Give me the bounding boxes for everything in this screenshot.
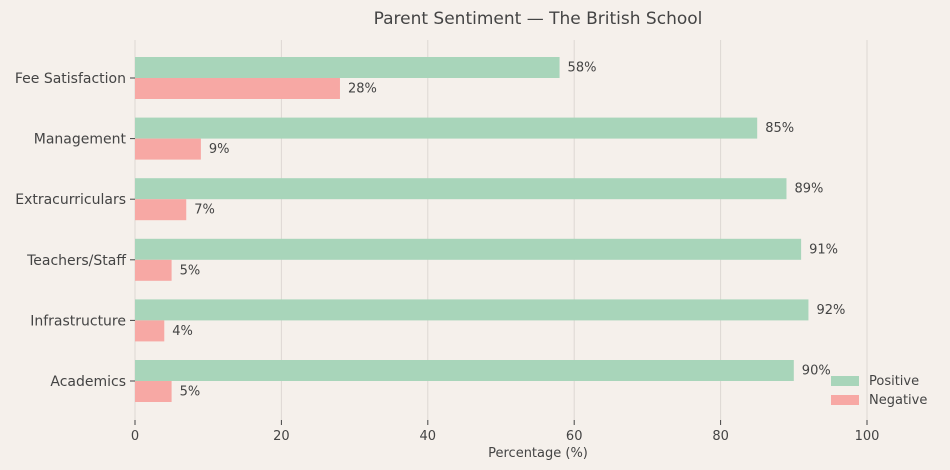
bar-negative [135,138,201,160]
legend-swatch [831,395,859,405]
legend-swatch [831,376,859,386]
x-tick-label: 60 [566,429,583,444]
data-label: 90% [802,364,831,379]
y-tick-label: Fee Satisfaction [15,71,126,87]
legend-label: Positive [869,374,919,389]
data-label: 58% [568,61,597,76]
x-axis-label: Percentage (%) [488,446,588,461]
bar-negative [135,199,187,221]
x-tick-label: 80 [712,429,729,444]
bar-positive [135,299,809,321]
data-label: 5% [180,263,201,278]
data-label: 91% [809,242,838,257]
x-tick-label: 20 [273,429,290,444]
y-tick-label: Teachers/Staff [26,253,126,269]
bar-negative [135,320,165,342]
chart-title: Parent Sentiment — The British School [374,9,703,29]
bar-negative [135,78,340,99]
bar-positive [135,178,787,200]
x-tick-label: 0 [131,429,139,444]
y-tick-label: Academics [50,374,126,390]
y-tick-label: Extracurriculars [15,192,126,208]
bar-negative [135,381,172,402]
legend-label: Negative [869,393,927,408]
bar-positive [135,57,560,78]
legend: Positive Negative [831,374,927,408]
data-label: 92% [816,303,845,318]
data-label: 4% [172,324,193,339]
data-label: 85% [765,121,794,136]
data-label: 7% [194,203,215,218]
bar-negative [135,259,172,281]
x-tick-label: 100 [855,429,880,444]
bar-positive [135,238,802,260]
data-label: 5% [180,385,201,400]
bar-positive [135,360,794,381]
data-label: 28% [348,82,377,97]
x-tick-label: 40 [420,429,437,444]
y-tick-label: Management [34,132,127,148]
data-label: 9% [209,142,230,157]
bar-positive [135,117,758,139]
data-label: 89% [794,182,823,197]
y-tick-label: Infrastructure [30,313,126,329]
